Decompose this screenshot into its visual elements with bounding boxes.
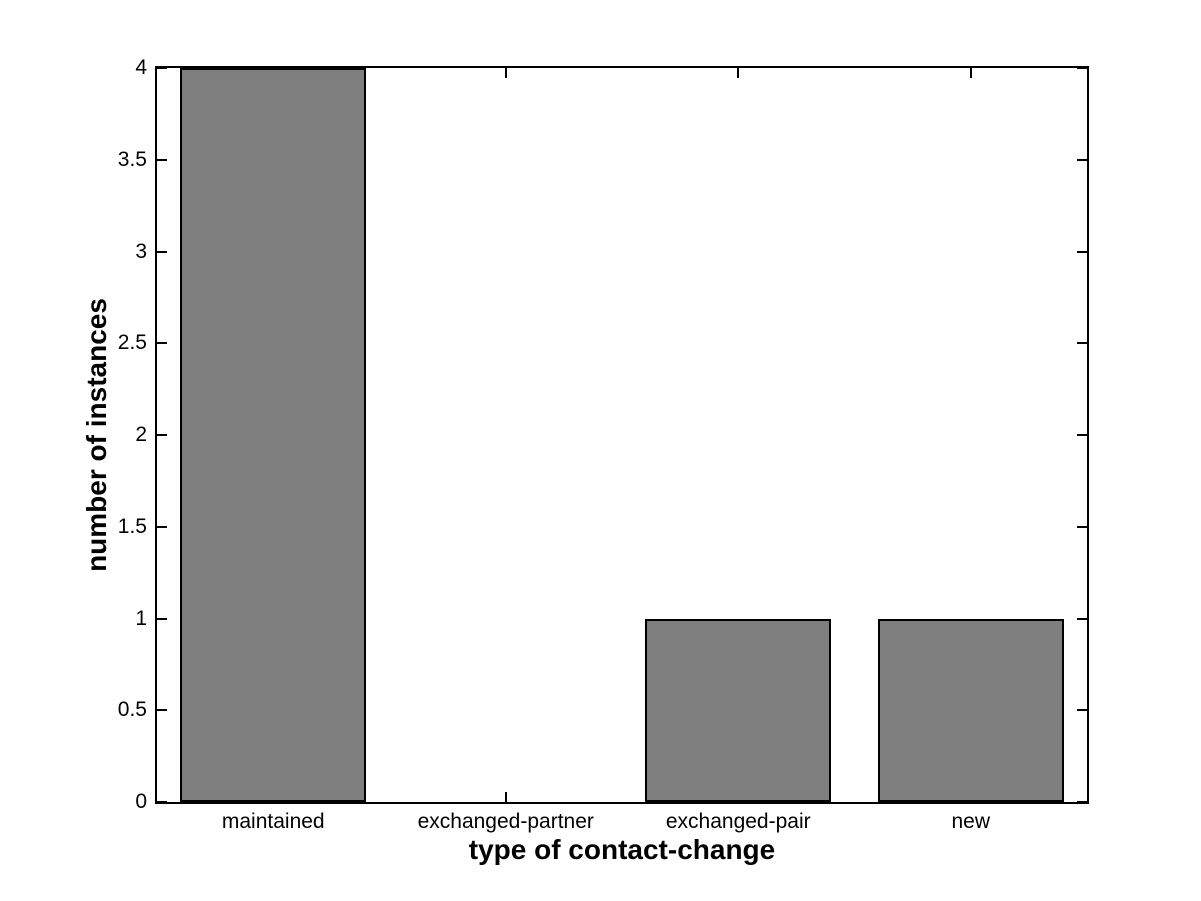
y-tick-right (1077, 342, 1087, 345)
y-tick-right (1077, 67, 1087, 69)
bar-new (878, 618, 1064, 802)
y-tick-right (1077, 434, 1087, 436)
x-tick-bottom (504, 792, 507, 802)
y-tick-left (157, 434, 167, 436)
y-tick-left (157, 67, 167, 69)
y-tick-right (1077, 250, 1087, 253)
x-tick-top (969, 68, 972, 78)
y-tick-right (1077, 158, 1087, 161)
y-tick-label: 2 (135, 423, 147, 446)
y-tick-left (157, 617, 167, 620)
y-tick-left (157, 525, 167, 528)
y-tick-right (1077, 617, 1087, 620)
x-tick-label: new (951, 810, 991, 833)
y-tick-label: 3.5 (117, 147, 147, 171)
x-tick-label: exchanged-pair (665, 810, 811, 833)
y-tick-right (1077, 801, 1087, 803)
y-tick-left (157, 158, 167, 161)
bar-maintained (180, 68, 366, 802)
plot-area (155, 66, 1089, 804)
x-tick-label: maintained (221, 810, 325, 833)
y-tick-left (157, 801, 167, 803)
x-tick-top (504, 68, 507, 78)
y-tick-label: 3 (135, 239, 147, 263)
y-tick-right (1077, 525, 1087, 528)
y-tick-left (157, 250, 167, 253)
y-tick-label: 0.5 (117, 698, 147, 722)
y-tick-right (1077, 709, 1087, 712)
y-tick-label: 4 (135, 56, 147, 79)
y-tick-label: 2.5 (117, 331, 147, 355)
bar-exchanged-pair (645, 618, 831, 802)
y-tick-left (157, 709, 167, 712)
y-tick-label: 1 (135, 606, 147, 630)
x-axis-label: type of contact-change (468, 834, 776, 865)
x-tick-top (737, 68, 740, 78)
y-tick-label: 1.5 (117, 514, 147, 538)
x-tick-label: exchanged-partner (417, 810, 594, 833)
y-tick-label: 0 (135, 790, 147, 813)
y-tick-left (157, 342, 167, 345)
